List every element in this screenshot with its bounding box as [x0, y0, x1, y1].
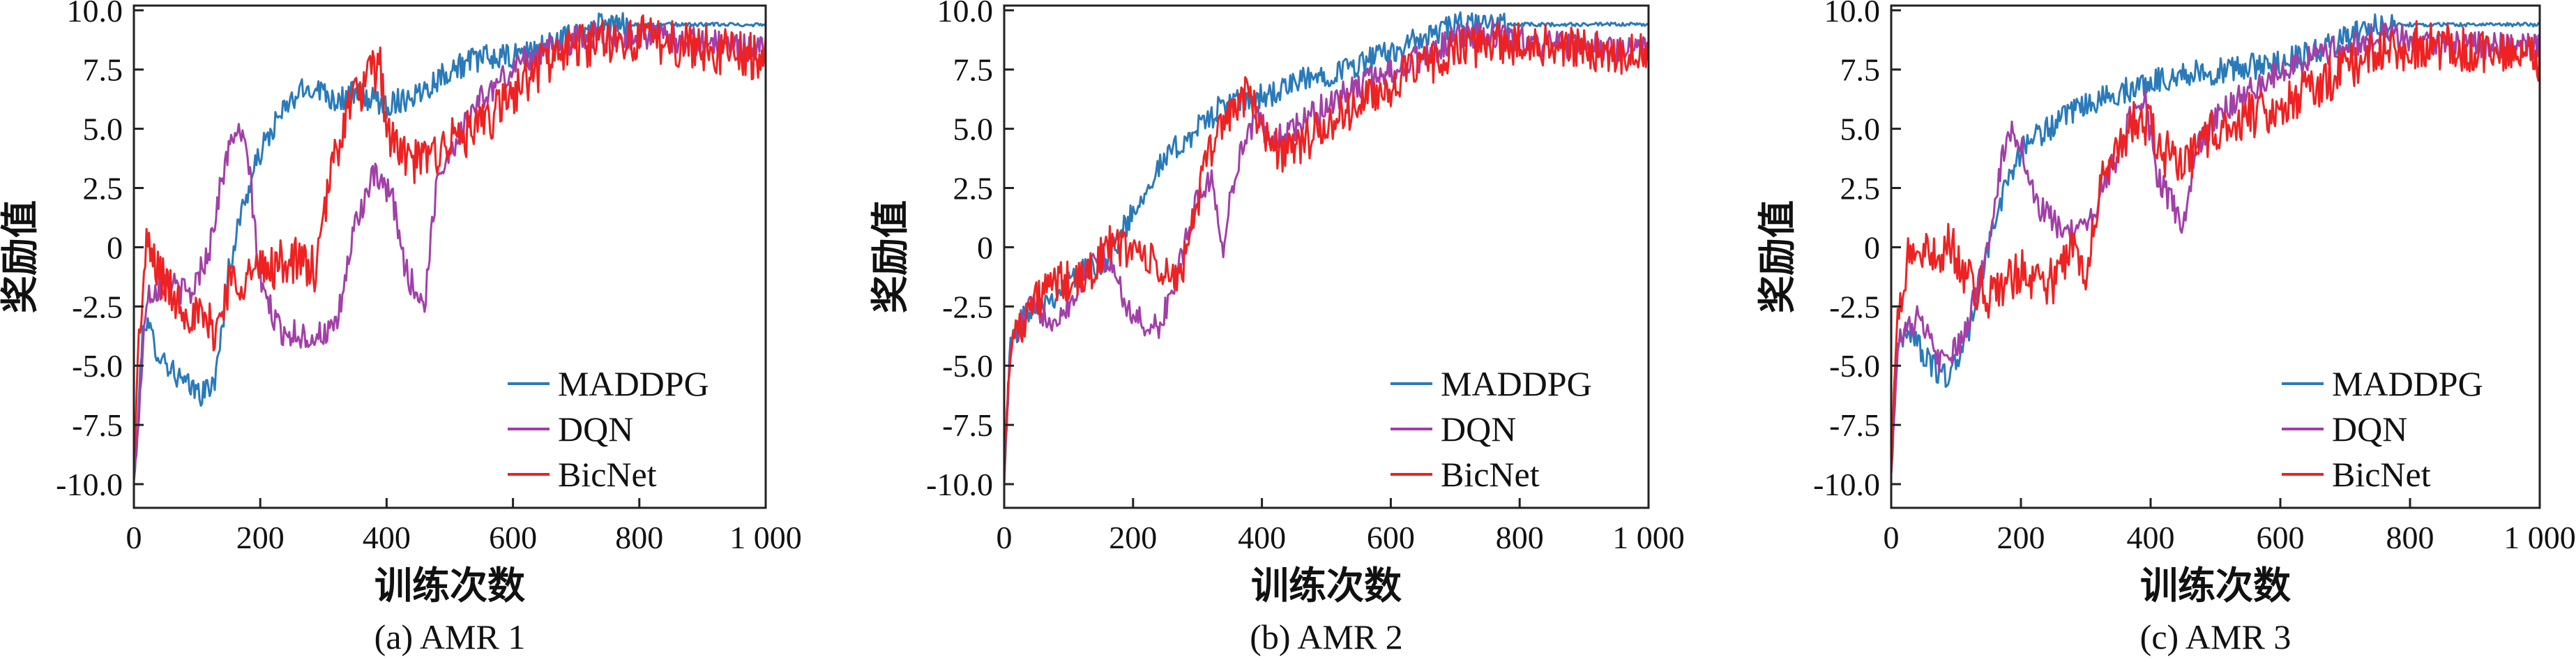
x-tick-label: 600	[2257, 520, 2305, 555]
y-tick-label: 5.0	[953, 112, 994, 147]
y-tick-label: -2.5	[1829, 289, 1880, 324]
series-group	[1004, 11, 1649, 488]
series-group	[1891, 13, 2540, 475]
y-tick-label: -5.0	[942, 348, 993, 384]
series-group	[134, 12, 766, 482]
panel-caption: (c) AMR 3	[2140, 617, 2291, 656]
x-tick-label: 1 000	[2503, 520, 2576, 555]
legend-label-bicnet: BicNet	[2332, 455, 2431, 494]
panel-caption: (b) AMR 2	[1250, 617, 1402, 656]
y-tick-label: -10.0	[926, 467, 993, 502]
x-tick-label: 800	[1496, 520, 1544, 555]
y-tick-label: 10.0	[1824, 0, 1881, 29]
y-tick-label: 10.0	[937, 0, 994, 29]
x-axis-label: 训练次数	[1251, 564, 1402, 608]
x-tick-label: 0	[997, 520, 1013, 555]
y-tick-label: -2.5	[72, 289, 123, 324]
series-line-bicnet	[1891, 20, 2540, 475]
legend: MADDPG DQN BicNet	[1391, 364, 1592, 494]
panel-caption: (a) AMR 1	[374, 617, 526, 656]
y-tick-label: 7.5	[1840, 52, 1881, 88]
x-tick-label: 400	[1238, 520, 1286, 555]
y-tick-label: -10.0	[1813, 467, 1880, 502]
y-tick-label: 2.5	[83, 171, 123, 206]
plot-frame	[1003, 4, 1650, 509]
legend-label-maddpg: MADDPG	[558, 364, 709, 403]
x-tick-label: 800	[615, 520, 663, 555]
y-tick-label: 5.0	[1840, 112, 1881, 147]
y-tick-label: 0	[1864, 230, 1880, 265]
legend-label-maddpg: MADDPG	[1441, 364, 1592, 403]
x-tick-label: 200	[1109, 520, 1157, 555]
y-axis-label: 奖励值	[0, 200, 42, 313]
y-tick-label: 2.5	[953, 171, 994, 206]
y-tick-label: 0	[107, 230, 123, 265]
y-tick-label: 5.0	[83, 112, 123, 147]
plot-frame	[1890, 4, 2541, 509]
legend-label-dqn: DQN	[1441, 409, 1516, 449]
series-line-bicnet	[1004, 22, 1649, 488]
y-tick-label: -7.5	[72, 407, 123, 443]
y-tick-label: -7.5	[1829, 407, 1880, 443]
plot-frame	[132, 4, 767, 509]
y-tick-label: 2.5	[1840, 171, 1881, 206]
legend: MADDPG DQN BicNet	[508, 364, 709, 494]
legend-label-bicnet: BicNet	[558, 455, 657, 494]
y-tick-label: -5.0	[72, 348, 123, 384]
x-axis-label: 训练次数	[2140, 564, 2291, 608]
x-tick-label: 0	[126, 520, 142, 555]
chart-panel-2: 0 200 400 600 800 1 000 10.0 7.5 5.0 2.5 0 -2.5 -5.0…	[868, 0, 1685, 656]
x-tick-label: 400	[2127, 520, 2175, 555]
y-tick-label: 0	[977, 230, 993, 265]
x-tick-label: 400	[363, 520, 411, 555]
x-tick-label: 1 000	[729, 520, 802, 555]
y-tick-label: 7.5	[953, 52, 994, 88]
y-tick-label: -2.5	[942, 289, 993, 324]
y-tick-label: 7.5	[83, 52, 123, 88]
series-line-dqn	[134, 21, 766, 481]
x-tick-label: 0	[1884, 520, 1900, 555]
x-tick-label: 200	[1997, 520, 2045, 555]
y-tick-label: -7.5	[942, 407, 993, 443]
x-tick-label: 600	[1367, 520, 1415, 555]
series-line-maddpg	[134, 12, 766, 482]
legend-label-dqn: DQN	[558, 409, 633, 449]
y-tick-label: 10.0	[67, 0, 123, 29]
y-axis-label: 奖励值	[1755, 200, 1799, 313]
legend-label-bicnet: BicNet	[1441, 455, 1540, 494]
x-tick-label: 800	[2386, 520, 2434, 555]
chart-panel-3: 0 200 400 600 800 1 000 10.0 7.5 5.0 2.5 0 -2.5 -5.0…	[1755, 0, 2576, 656]
x-tick-label: 1 000	[1612, 520, 1685, 555]
series-line-bicnet	[134, 14, 766, 455]
legend-label-dqn: DQN	[2332, 409, 2407, 449]
y-axis-label: 奖励值	[868, 200, 912, 313]
chart-panel-1: 0 200 400 600 800 1 000 10.0 7.5 5.0 2.5 0 -2.5 -5.0…	[0, 0, 802, 656]
x-axis-label: 训练次数	[374, 564, 525, 608]
legend-label-maddpg: MADDPG	[2332, 364, 2483, 403]
x-tick-label: 200	[236, 520, 285, 555]
y-tick-label: -10.0	[56, 467, 123, 502]
y-tick-label: -5.0	[1829, 348, 1880, 384]
legend: MADDPG DQN BicNet	[2282, 364, 2483, 494]
x-tick-label: 600	[489, 520, 537, 555]
